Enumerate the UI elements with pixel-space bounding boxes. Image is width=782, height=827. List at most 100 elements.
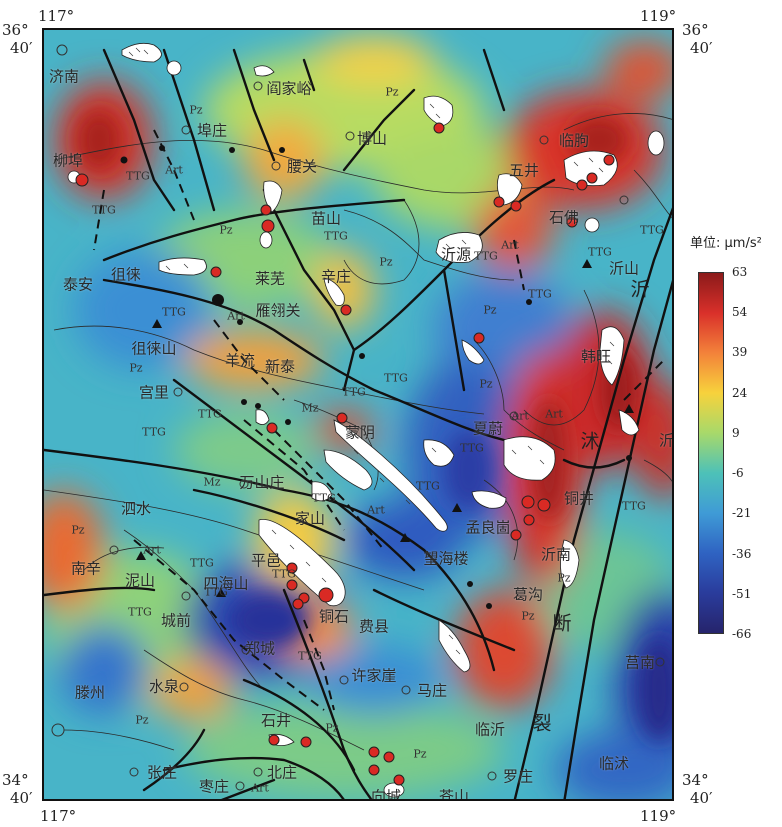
place-label: 铜石 — [318, 607, 350, 626]
place-label: 张庄 — [146, 763, 178, 782]
geology-unit-label: Pz — [189, 103, 203, 117]
geology-unit-label: Pz — [325, 721, 339, 735]
bottom-right-latitude-degrees: 34° — [682, 771, 709, 789]
place-label: 徂徕 — [110, 265, 142, 284]
place-label: 城前 — [160, 611, 192, 630]
geology-unit-label: TTG — [342, 385, 366, 399]
place-label: 罗庄 — [502, 767, 534, 786]
place-label: 马庄 — [416, 681, 448, 700]
geology-unit-label: TTG — [272, 567, 296, 581]
geology-unit-label: TTG — [128, 605, 152, 619]
geology-unit-label: TTG — [142, 425, 166, 439]
place-label: 万山庄 — [239, 473, 285, 492]
place-label: 望海楼 — [423, 549, 469, 568]
geology-unit-label: TTG — [460, 441, 484, 455]
geology-unit-label: TTG — [474, 249, 498, 263]
place-label: 枣庄 — [198, 777, 230, 796]
geology-unit-label: TTG — [198, 407, 222, 421]
intrusive-hatching — [128, 47, 615, 655]
place-label: 葛沟 — [512, 585, 544, 604]
bottom-left-latitude-minutes: 40′ — [10, 789, 33, 807]
legend-tick-label: -21 — [732, 506, 752, 521]
legend-tick-label: 9 — [732, 425, 740, 440]
place-label: 羊流 — [224, 351, 256, 370]
place-label: 韩旺 — [580, 347, 612, 366]
geology-unit-label: TTG — [92, 203, 116, 217]
geology-unit-label: Pz — [135, 713, 149, 727]
top-left-latitude-degrees: 36° — [2, 21, 29, 39]
place-label: 五井 — [508, 161, 540, 180]
top-right-latitude-degrees: 36° — [682, 21, 709, 39]
geology-unit-label: TTG — [204, 585, 228, 599]
place-label: 腰关 — [286, 157, 318, 176]
place-label: 沂水 — [658, 431, 674, 450]
place-label: 徂徕山 — [131, 339, 177, 358]
top-left-latitude-minutes: 40′ — [10, 39, 33, 57]
place-label: 临沭 — [598, 754, 630, 773]
top-right-longitude: 119° — [640, 7, 677, 25]
legend-title: 单位: μm/s² — [690, 236, 762, 251]
geology-unit-label: TTG — [312, 491, 336, 505]
geology-unit-label: TTG — [416, 479, 440, 493]
geology-unit-label: Pz — [413, 747, 427, 761]
inferred-faults — [93, 129, 665, 711]
place-label: 临沂 — [474, 720, 506, 739]
fault-zone-label: 沭 — [580, 430, 600, 453]
place-label: 南辛 — [70, 559, 102, 578]
sample-markers — [51, 44, 665, 791]
geological-boundaries — [44, 113, 672, 751]
bottom-right-latitude-minutes: 40′ — [690, 789, 713, 807]
legend-tick-label: -51 — [732, 586, 752, 601]
fault-zone-label: 断 — [552, 612, 572, 635]
geology-unit-label: Pz — [483, 303, 497, 317]
top-right-latitude-minutes: 40′ — [690, 39, 713, 57]
legend: 单位: μm/s² 63 54 39 24 9 -6 -21 -36 -51 -66 — [686, 232, 782, 652]
place-label: 沂山 — [608, 259, 640, 278]
place-label: 莱芜 — [254, 269, 286, 288]
geology-unit-label: TTG — [162, 305, 186, 319]
geology-unit-label: Mz — [301, 401, 319, 415]
geology-unit-label: Art — [251, 781, 269, 795]
geology-unit-label: TTG — [384, 371, 408, 385]
place-label: 北庄 — [266, 763, 298, 782]
top-left-longitude: 117° — [38, 7, 75, 25]
place-label: 苗山 — [310, 209, 342, 228]
place-label: 泗水 — [120, 499, 152, 518]
intrusive-bodies — [67, 42, 665, 798]
geology-unit-label: Pz — [219, 223, 233, 237]
place-label: 济南 — [48, 67, 80, 86]
place-label: 向城 — [370, 787, 402, 801]
legend-tick-label: 39 — [732, 345, 748, 360]
place-label: 雁翎关 — [255, 301, 301, 320]
place-label: 费县 — [358, 617, 390, 636]
geology-unit-label: Art — [511, 409, 529, 423]
place-label: 四海山 — [203, 574, 249, 593]
place-label: 辛庄 — [320, 267, 352, 286]
legend-tick-label: 54 — [732, 305, 748, 320]
geology-unit-label: Pz — [557, 571, 571, 585]
legend-tick-label: 24 — [732, 385, 748, 400]
geology-unit-label: Pz — [129, 361, 143, 375]
place-label: 苍山 — [438, 787, 470, 801]
geology-unit-label: TTG — [640, 223, 664, 237]
geology-unit-label: Art — [165, 163, 183, 177]
geology-unit-label: TTG — [528, 287, 552, 301]
fault-zone-label: 裂 — [532, 712, 552, 735]
bottom-left-latitude-degrees: 34° — [2, 771, 29, 789]
place-label: 许家崖 — [351, 666, 397, 685]
map-canvas — [44, 30, 672, 799]
place-label: 家山 — [294, 509, 326, 528]
place-label: 沂源 — [440, 245, 472, 264]
legend-tick-label: -36 — [732, 546, 752, 561]
place-label: 泥山 — [124, 571, 156, 590]
place-label: 沂南 — [540, 545, 572, 564]
geology-unit-label: Mz — [203, 475, 221, 489]
place-label: 郑城 — [244, 639, 276, 658]
geology-unit-label: TTG — [298, 649, 322, 663]
geology-unit-label: Art — [143, 543, 161, 557]
place-label: 平邑 — [250, 551, 282, 570]
geology-unit-label: Art — [545, 407, 563, 421]
geology-unit-label: Art — [501, 238, 519, 252]
place-label: 博山 — [356, 129, 388, 148]
place-label: 蒙阴 — [344, 423, 376, 442]
